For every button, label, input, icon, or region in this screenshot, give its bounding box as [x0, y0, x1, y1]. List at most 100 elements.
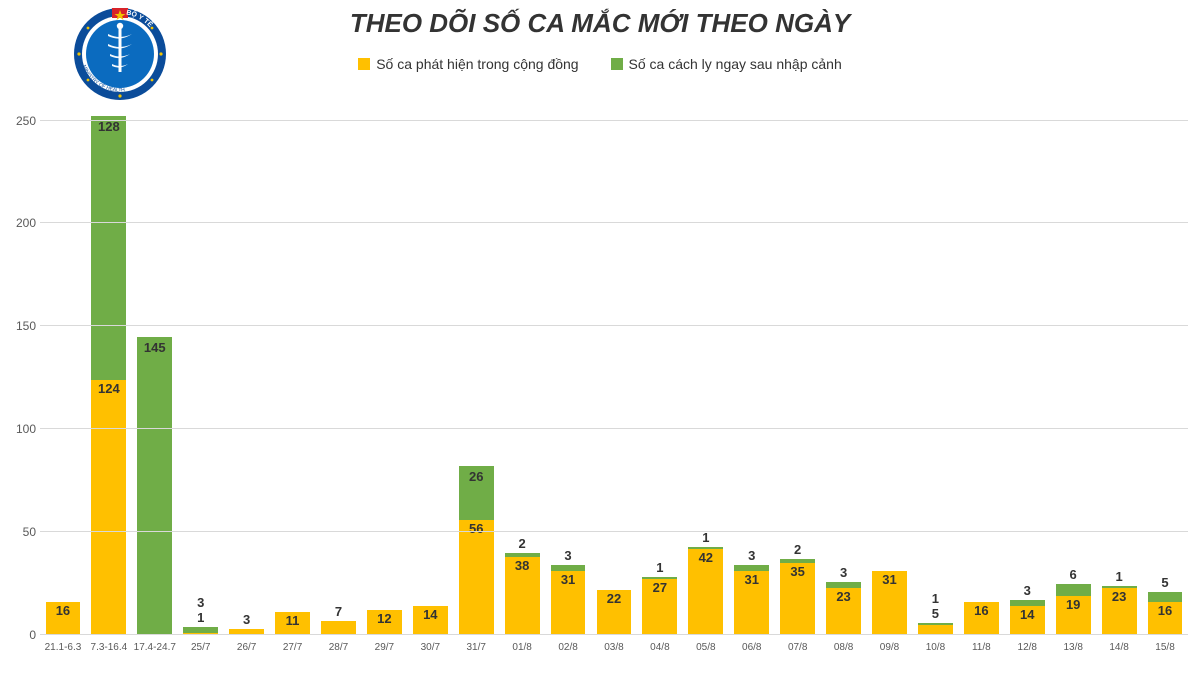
x-tick-label: 10/8: [926, 642, 945, 653]
bar-value-community: 1: [183, 610, 218, 625]
bar-slot: 1229/7: [361, 100, 407, 635]
x-tick-label: 21.1-6.3: [45, 642, 82, 653]
bar-value-community: 3: [229, 612, 264, 627]
bar-value-community: 35: [780, 564, 815, 579]
legend-swatch-quarantine: [611, 58, 623, 70]
y-tick-label: 250: [2, 114, 36, 128]
stacked-bar: 271: [642, 577, 677, 635]
bar-slot: 31302/8: [545, 100, 591, 635]
bar-slot: 5110/8: [912, 100, 958, 635]
bar-value-community: 23: [1102, 589, 1137, 604]
stacked-bar: 16: [46, 602, 81, 635]
bar-segment-quarantine: [1010, 600, 1045, 606]
bar-value-community: 12: [367, 611, 402, 626]
bar-segment-quarantine: [642, 577, 677, 579]
bar-segment-community: [91, 380, 126, 635]
x-tick-label: 11/8: [972, 642, 991, 653]
x-tick-label: 14/8: [1109, 642, 1128, 653]
bar-segment-quarantine: [734, 565, 769, 571]
x-tick-label: 05/8: [696, 642, 715, 653]
x-tick-label: 03/8: [604, 642, 623, 653]
bar-value-community: 56: [459, 521, 494, 536]
bar-segment-quarantine: [137, 337, 172, 635]
stacked-bar: 233: [826, 582, 861, 636]
gridline: 0: [40, 634, 1188, 635]
bar-value-quarantine: 5: [1148, 575, 1183, 590]
bar-slot: 2203/8: [591, 100, 637, 635]
bar-slot: 23308/8: [821, 100, 867, 635]
bar-segment-community: [321, 621, 356, 635]
bar-value-quarantine: 145: [137, 340, 172, 355]
stacked-bar: 12: [367, 610, 402, 635]
stacked-bar: 31: [872, 571, 907, 635]
x-tick-label: 28/7: [329, 642, 348, 653]
x-tick-label: 09/8: [880, 642, 899, 653]
bar-slot: 19613/8: [1050, 100, 1096, 635]
bar-segment-quarantine: [688, 547, 723, 549]
plot-area: 1621.1-6.31241287.3-16.414517.4-24.71325…: [40, 100, 1188, 655]
bar-value-quarantine: 3: [551, 548, 586, 563]
x-tick-label: 02/8: [558, 642, 577, 653]
bar-value-quarantine: 3: [183, 595, 218, 610]
stacked-bar: 196: [1056, 584, 1091, 635]
bars-area: 1621.1-6.31241287.3-16.414517.4-24.71325…: [40, 100, 1188, 635]
bar-segment-quarantine: [551, 565, 586, 571]
x-tick-label: 17.4-24.7: [134, 642, 176, 653]
bar-value-community: 16: [964, 603, 999, 618]
stacked-bar: 124128: [91, 116, 126, 635]
x-tick-label: 07/8: [788, 642, 807, 653]
bar-slot: 3109/8: [867, 100, 913, 635]
bar-slot: 42105/8: [683, 100, 729, 635]
bar-value-community: 19: [1056, 597, 1091, 612]
bar-value-community: 124: [91, 381, 126, 396]
gridline: 150: [40, 325, 1188, 326]
stacked-bar: 16: [964, 602, 999, 635]
bar-value-quarantine: 3: [1010, 583, 1045, 598]
bar-segment-quarantine: [1102, 586, 1137, 588]
x-tick-label: 31/7: [466, 642, 485, 653]
bar-slot: 23114/8: [1096, 100, 1142, 635]
bar-value-community: 42: [688, 550, 723, 565]
bar-value-quarantine: 2: [505, 536, 540, 551]
bar-slot: 1621.1-6.3: [40, 100, 86, 635]
x-tick-label: 06/8: [742, 642, 761, 653]
bar-value-community: 22: [597, 591, 632, 606]
bar-slot: 31306/8: [729, 100, 775, 635]
bar-value-community: 31: [734, 572, 769, 587]
bar-value-community: 31: [872, 572, 907, 587]
y-tick-label: 100: [2, 422, 36, 436]
stacked-bar: 22: [597, 590, 632, 635]
bar-slot: 1430/7: [407, 100, 453, 635]
stacked-bar: 231: [1102, 586, 1137, 635]
x-tick-label: 04/8: [650, 642, 669, 653]
chart-title: THEO DÕI SỐ CA MẮC MỚI THEO NGÀY: [0, 8, 1200, 39]
bar-slot: 16515/8: [1142, 100, 1188, 635]
bar-value-community: 16: [1148, 603, 1183, 618]
stacked-bar: 14: [413, 606, 448, 635]
bar-slot: 1611/8: [958, 100, 1004, 635]
bar-segment-quarantine: [91, 116, 126, 379]
x-tick-label: 26/7: [237, 642, 256, 653]
bar-slot: 14517.4-24.7: [132, 100, 178, 635]
stacked-bar: 313: [551, 565, 586, 635]
bar-value-quarantine: 1: [642, 560, 677, 575]
stacked-bar: 313: [734, 565, 769, 635]
bar-value-community: 23: [826, 589, 861, 604]
bar-segment-quarantine: [183, 627, 218, 633]
bar-segment-quarantine: [505, 553, 540, 557]
stacked-bar: 143: [1010, 600, 1045, 635]
bar-value-community: 7: [321, 604, 356, 619]
bar-value-quarantine: 6: [1056, 567, 1091, 582]
bar-slot: 35207/8: [775, 100, 821, 635]
bar-slot: 562631/7: [453, 100, 499, 635]
bar-slot: 14312/8: [1004, 100, 1050, 635]
stacked-bar: 145: [137, 337, 172, 635]
bar-value-community: 27: [642, 580, 677, 595]
y-tick-label: 150: [2, 319, 36, 333]
x-tick-label: 08/8: [834, 642, 853, 653]
gridline: 200: [40, 222, 1188, 223]
bar-value-community: 5: [918, 606, 953, 621]
bar-segment-community: [459, 520, 494, 635]
bar-segment-quarantine: [1148, 592, 1183, 602]
bar-value-community: 16: [46, 603, 81, 618]
